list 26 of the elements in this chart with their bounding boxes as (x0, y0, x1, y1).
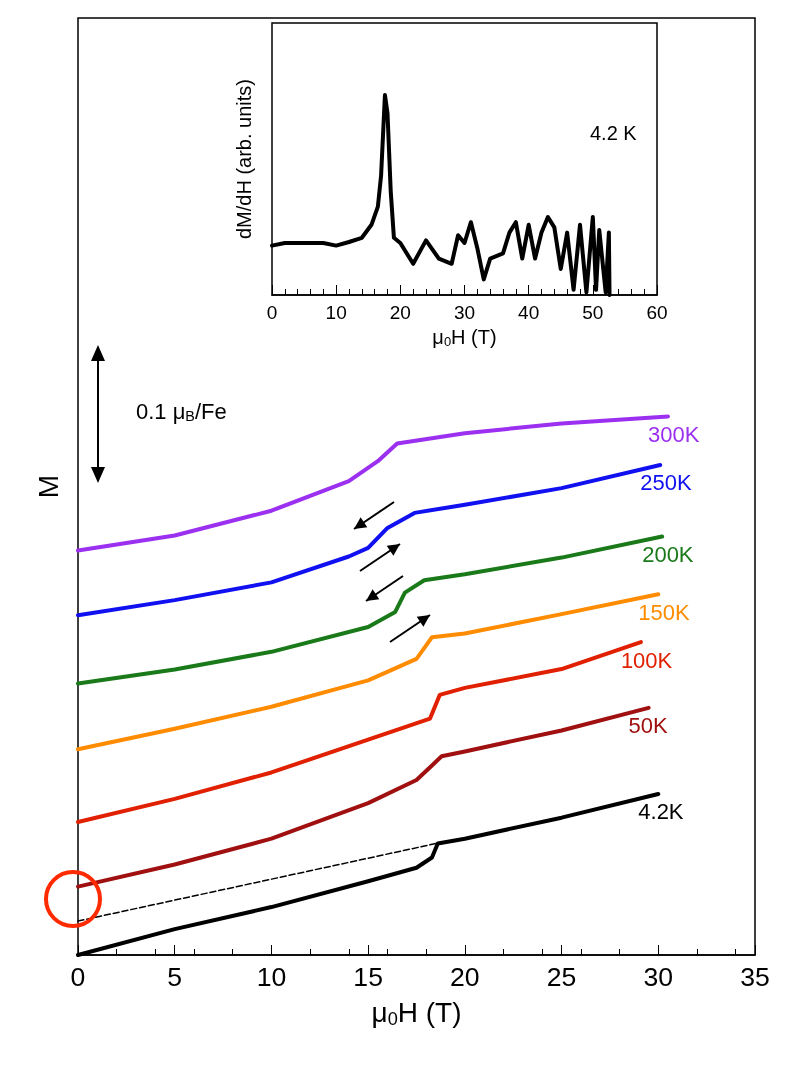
x-tick-label: 10 (325, 302, 347, 323)
annotation: 0.1 μB/Fe (136, 398, 227, 424)
x-tick-label: 50 (582, 302, 604, 323)
series-label: 200K (642, 542, 694, 568)
series-label: 150K (638, 599, 690, 625)
x-tick-label: 0 (70, 961, 86, 992)
x-tick-label: 20 (389, 302, 411, 323)
y-axis-title: M (32, 474, 64, 499)
series-label: 4.2K (638, 799, 684, 825)
x-tick-label: 10 (256, 961, 287, 992)
annotation: 4.2 K (590, 122, 638, 144)
x-tick-label: 20 (450, 961, 480, 992)
series-label: 100K (620, 647, 673, 673)
x-tick-label: 30 (453, 302, 476, 323)
series-label: 50K (628, 713, 669, 739)
series-label: 250K (640, 470, 692, 496)
series-label: 300K (647, 421, 700, 447)
x-tick-label: 30 (643, 961, 674, 992)
x-tick-label: 15 (353, 961, 383, 992)
x-tick-label: 35 (740, 961, 770, 992)
x-tick-label: 60 (646, 302, 668, 323)
x-tick-label: 40 (518, 302, 540, 323)
x-tick-label: 0 (266, 302, 278, 323)
y-axis-title: dM/dH (arb. units) (233, 78, 255, 240)
x-tick-label: 5 (167, 961, 183, 992)
x-tick-label: 25 (546, 961, 577, 992)
